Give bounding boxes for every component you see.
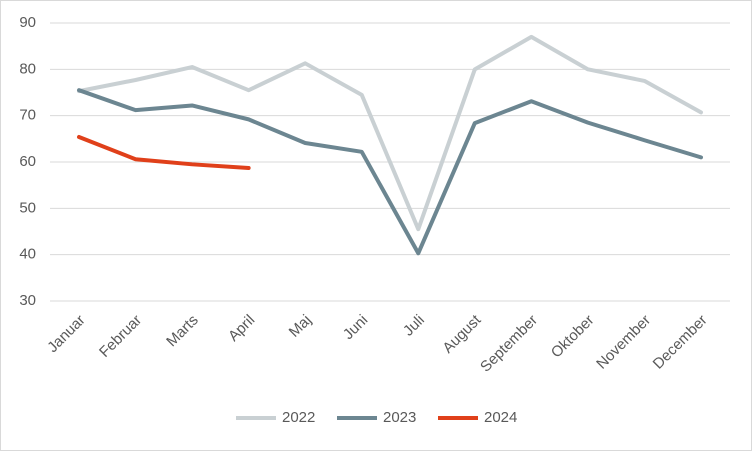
data-line bbox=[77, 134, 251, 171]
data-line bbox=[77, 88, 703, 256]
y-tick-label: 90 bbox=[19, 14, 36, 31]
y-tick-label: 30 bbox=[19, 292, 36, 309]
legend-label: 2024 bbox=[484, 409, 517, 426]
legend-label: 2022 bbox=[282, 409, 315, 426]
y-tick-label: 80 bbox=[19, 60, 36, 77]
y-tick-label: 70 bbox=[19, 107, 36, 124]
y-tick-label: 60 bbox=[19, 153, 36, 170]
legend-label: 2023 bbox=[383, 409, 416, 426]
y-tick-label: 50 bbox=[19, 199, 36, 216]
y-tick-label: 40 bbox=[19, 246, 36, 263]
data-line bbox=[77, 34, 703, 232]
